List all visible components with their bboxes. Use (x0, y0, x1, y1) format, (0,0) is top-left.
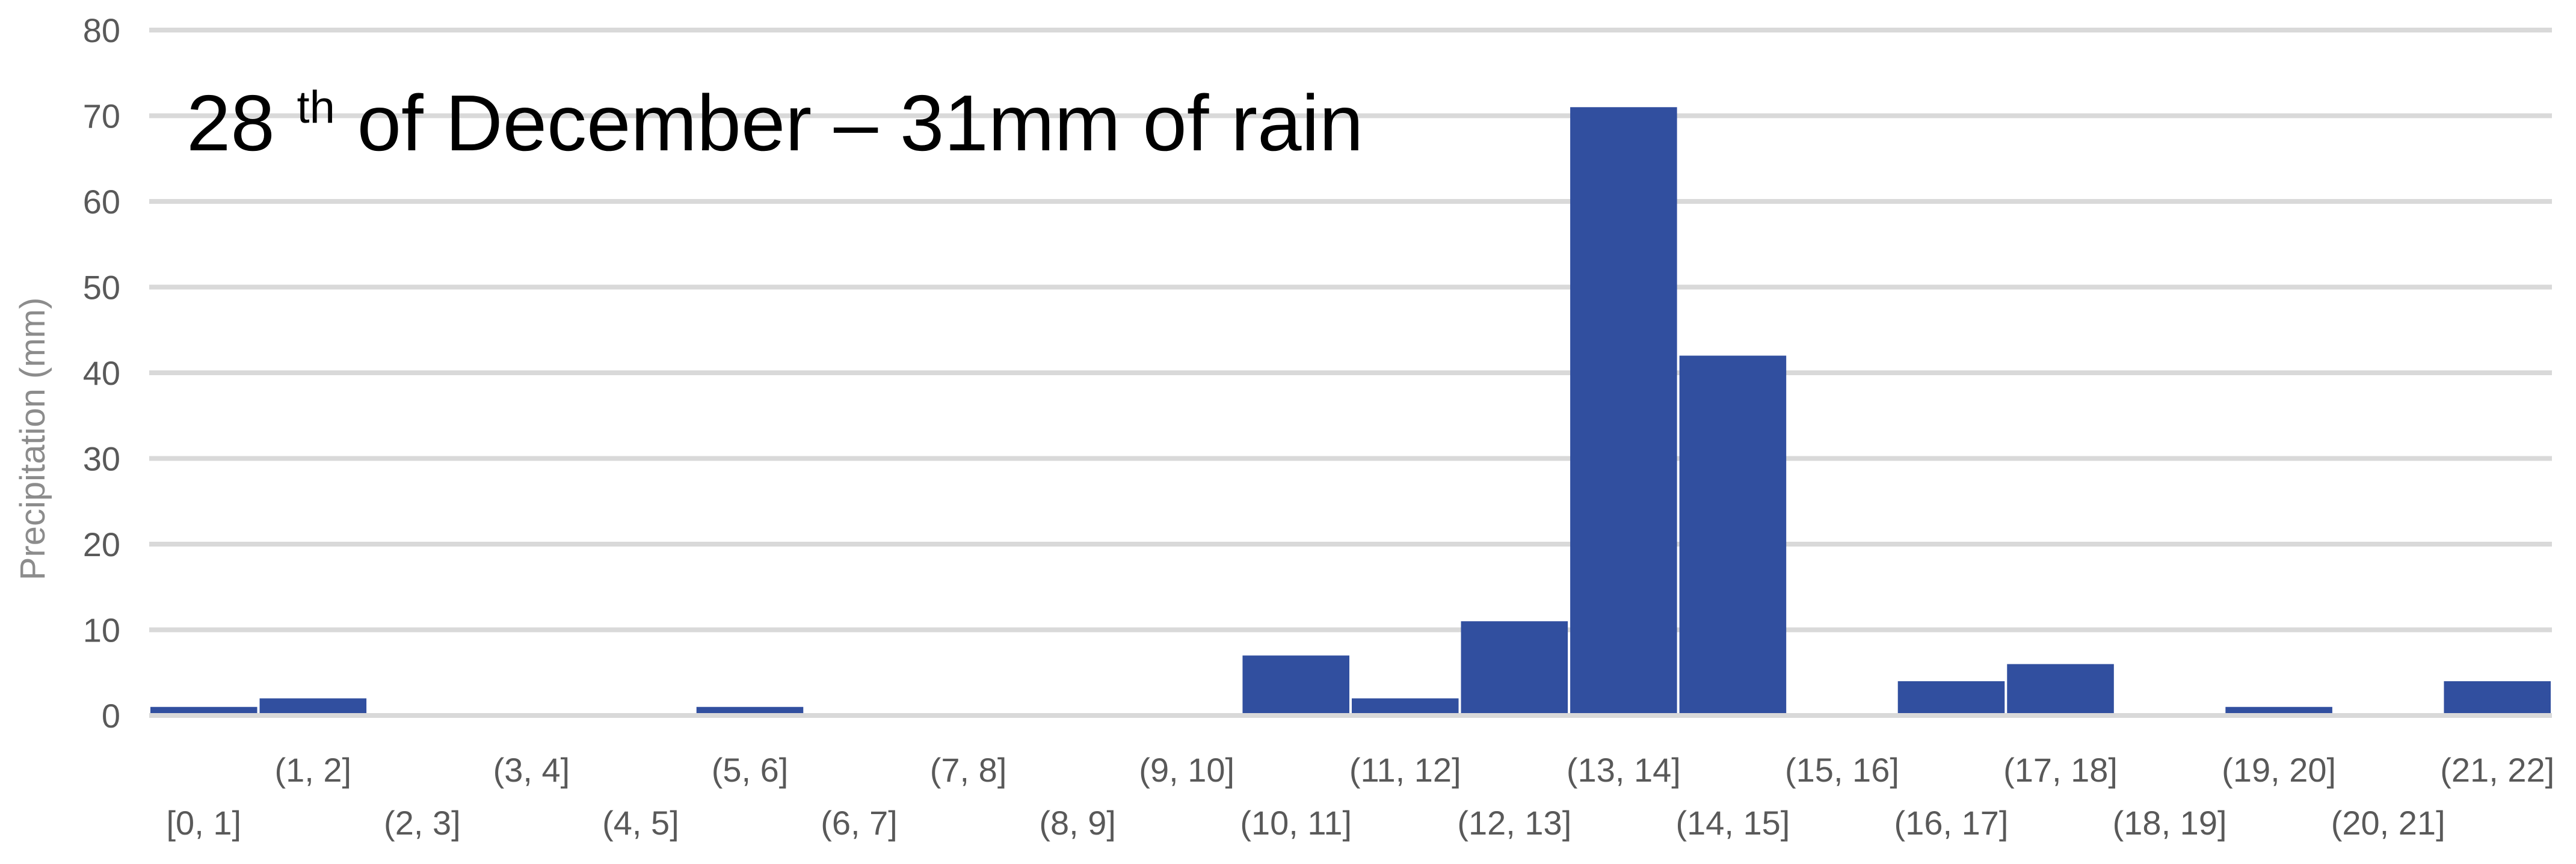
x-tick-label: (21, 22] (2440, 751, 2554, 789)
chart-title-rest: of December – 31mm of rain (357, 79, 1364, 167)
chart-title-day: 28 (186, 79, 275, 167)
x-tick-label: (19, 20] (2222, 751, 2336, 789)
x-tick-label: (2, 3] (384, 804, 461, 842)
y-tick-label: 50 (83, 269, 120, 307)
bar-14 (1679, 355, 1787, 715)
bar-1 (259, 698, 367, 715)
bars (150, 107, 2551, 715)
y-tick-label: 30 (83, 440, 120, 478)
y-tick-label: 60 (83, 183, 120, 221)
x-tick-label: (14, 15] (1675, 804, 1790, 842)
x-tick-label: [0, 1] (167, 804, 242, 842)
bar-10 (1242, 655, 1349, 715)
y-tick-label: 20 (83, 525, 120, 563)
x-tick-label: (8, 9] (1039, 804, 1116, 842)
y-tick-label: 40 (83, 354, 120, 392)
x-tick-label: (6, 7] (821, 804, 898, 842)
bar-12 (1461, 621, 1568, 715)
x-tick-label: (16, 17] (1894, 804, 2009, 842)
chart-title: 28 th of December – 31mm of rain (186, 51, 1363, 167)
y-axis-label: Precipitation (mm) (13, 298, 52, 581)
gridlines (149, 28, 2552, 633)
bar-21 (2444, 681, 2551, 715)
y-tick-label: 0 (102, 697, 120, 735)
x-tick-label: (11, 12] (1349, 751, 1461, 789)
x-tick-label: (12, 13] (1457, 804, 1571, 842)
bar-16 (1897, 681, 2005, 715)
chart-title-ordinal-suffix: th (297, 82, 335, 133)
x-tick-label: (17, 18] (2003, 751, 2118, 789)
x-tick-label: (7, 8] (930, 751, 1007, 789)
x-tick-label: (13, 14] (1567, 751, 1681, 789)
x-axis-ticks: [0, 1] (1, 2] (2, 3] (3, 4] (4, 5] (5, 6] (6, … (167, 751, 2555, 842)
x-tick-label: (3, 4] (493, 751, 570, 789)
x-tick-label: (18, 19] (2113, 804, 2227, 842)
y-tick-label: 70 (83, 97, 120, 135)
y-tick-label: 10 (83, 611, 120, 649)
bar-17 (2007, 664, 2114, 715)
x-tick-label: (4, 5] (602, 804, 679, 842)
y-tick-label: 80 (83, 11, 120, 49)
x-tick-label: (5, 6] (712, 751, 789, 789)
bar-13 (1570, 107, 1677, 715)
bar-11 (1352, 698, 1459, 715)
x-tick-label: (10, 11] (1240, 804, 1352, 842)
x-tick-label: (1, 2] (275, 751, 352, 789)
x-tick-label: (20, 21] (2331, 804, 2445, 842)
y-axis-ticks: 0 10 20 30 40 50 60 70 80 (83, 11, 120, 735)
x-tick-label: (15, 16] (1785, 751, 1899, 789)
x-tick-label: (9, 10] (1139, 751, 1234, 789)
